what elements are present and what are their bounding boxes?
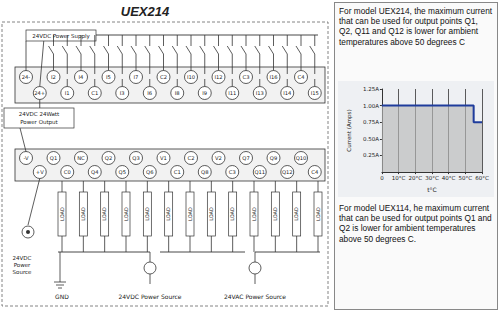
svg-text:40°C: 40°C (442, 175, 456, 181)
svg-text:I4: I4 (79, 74, 85, 80)
svg-text:I9: I9 (202, 90, 207, 96)
svg-text:1.25A: 1.25A (363, 86, 379, 92)
svg-text:I10: I10 (187, 74, 195, 80)
svg-text:24VDC Power Source: 24VDC Power Source (118, 293, 181, 300)
svg-text:LOAD: LOAD (208, 207, 214, 221)
svg-text:Q9: Q9 (270, 155, 277, 161)
svg-text:LOAD: LOAD (59, 207, 65, 221)
svg-text:Q5: Q5 (119, 169, 126, 175)
svg-text:I13: I13 (256, 90, 264, 96)
svg-text:0.50A: 0.50A (363, 136, 379, 142)
svg-text:C1: C1 (91, 90, 98, 96)
svg-text:LOAD: LOAD (101, 207, 107, 221)
svg-text:C4: C4 (311, 169, 319, 175)
svg-text:60°C: 60°C (475, 175, 489, 181)
svg-text:+V: +V (36, 169, 44, 175)
svg-text:Q10: Q10 (296, 155, 307, 161)
svg-text:Q3: Q3 (132, 155, 139, 161)
svg-text:Q12: Q12 (282, 169, 293, 175)
svg-text:Q2: Q2 (105, 155, 112, 161)
svg-text:V1: V1 (160, 155, 167, 161)
svg-text:20°C: 20°C (408, 175, 422, 181)
svg-text:C1: C1 (174, 169, 181, 175)
svg-text:Source: Source (13, 269, 33, 275)
svg-text:I14: I14 (283, 90, 292, 96)
svg-text:C3: C3 (243, 74, 250, 80)
svg-text:50°C: 50°C (459, 175, 473, 181)
svg-text:1.00A: 1.00A (363, 103, 379, 109)
svg-text:24+: 24+ (34, 90, 45, 96)
html-text:For model UEX114, he maximum c: For model UEX114, he maximum current tha… (339, 203, 492, 244)
svg-text:Q11: Q11 (254, 169, 265, 175)
svg-text:LOAD: LOAD (165, 207, 171, 221)
svg-text:24VAC Power Source: 24VAC Power Source (224, 293, 286, 300)
svg-text:0: 0 (380, 175, 384, 181)
svg-text:LOAD: LOAD (251, 207, 257, 221)
svg-text:Q8: Q8 (201, 169, 208, 175)
svg-text:I15: I15 (311, 90, 319, 96)
svg-text:LOAD: LOAD (187, 207, 193, 221)
svg-text:24-: 24- (22, 74, 31, 80)
svg-text:V2: V2 (215, 155, 222, 161)
svg-text:I16: I16 (269, 74, 277, 80)
svg-text:NC: NC (77, 155, 85, 161)
svg-text:-V: -V (23, 155, 29, 161)
svg-text:LOAD: LOAD (272, 207, 278, 221)
svg-text:24VDC 24Watt: 24VDC 24Watt (19, 111, 60, 117)
svg-text:I1: I1 (65, 90, 70, 96)
svg-text:Q1: Q1 (50, 155, 57, 161)
svg-text:Current (Amps): Current (Amps) (346, 109, 353, 151)
svg-text:GND: GND (55, 293, 69, 300)
svg-text:LOAD: LOAD (229, 207, 235, 221)
svg-text:LOAD: LOAD (293, 207, 299, 221)
svg-text:0.25A: 0.25A (363, 152, 379, 158)
html-text:For model UEX214, the maximum: For model UEX214, the maximum current th… (339, 6, 493, 47)
svg-text:C0: C0 (64, 169, 71, 175)
svg-text:LOAD: LOAD (144, 207, 150, 221)
svg-text:24VDC: 24VDC (13, 255, 32, 261)
svg-text:Power: Power (14, 262, 31, 268)
svg-text:C2: C2 (188, 155, 195, 161)
svg-text:Q6: Q6 (146, 169, 153, 175)
svg-text:LOAD: LOAD (315, 207, 321, 221)
svg-text:30°C: 30°C (425, 175, 439, 181)
svg-text:I2: I2 (51, 74, 56, 80)
svg-text:t°C: t°C (427, 186, 437, 193)
svg-text:0.75A: 0.75A (363, 119, 379, 125)
svg-text:LOAD: LOAD (80, 207, 86, 221)
svg-text:I6: I6 (147, 90, 152, 96)
svg-text:C3: C3 (229, 169, 236, 175)
svg-text:I7: I7 (134, 74, 139, 80)
svg-text:I8: I8 (175, 90, 180, 96)
svg-text:24VDC Power Supply: 24VDC Power Supply (32, 33, 90, 40)
svg-text:C2: C2 (160, 74, 167, 80)
svg-text:Q4: Q4 (91, 169, 99, 175)
svg-text:LOAD: LOAD (123, 207, 129, 221)
svg-text:I3: I3 (120, 90, 125, 96)
svg-text:UEX214: UEX214 (121, 4, 170, 19)
svg-text:I5: I5 (106, 74, 111, 80)
svg-text:Power Output: Power Output (20, 119, 58, 126)
svg-text:C4: C4 (298, 74, 306, 80)
svg-text:I11: I11 (228, 90, 236, 96)
svg-text:10°C: 10°C (392, 175, 406, 181)
svg-text:Q7: Q7 (242, 155, 249, 161)
svg-text:I12: I12 (214, 74, 222, 80)
